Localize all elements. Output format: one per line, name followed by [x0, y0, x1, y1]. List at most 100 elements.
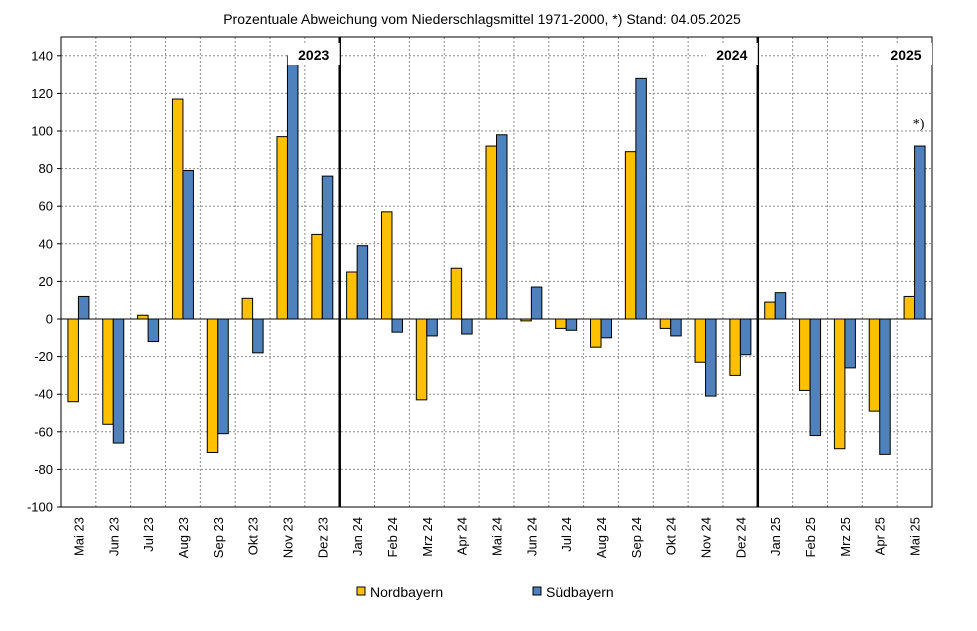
bar-suedbayern-nov-23: [286, 55, 299, 320]
bar-suedbayern-aug-24: [600, 318, 613, 339]
bar-suedbayern-apr-25: [879, 318, 891, 455]
bar-suedbayern-nov-24: [705, 318, 717, 397]
y-tick-label: -20: [34, 349, 53, 364]
bar-suedbayern-jan-24: [356, 245, 369, 320]
bar-suedbayern-okt-23: [252, 318, 264, 354]
x-tick-label: Jul 23: [141, 517, 156, 552]
bar-suedbayern-mai-25: [914, 145, 926, 320]
bar-suedbayern-sep-24: [635, 77, 647, 320]
bar-nordbayern-mai-23: [67, 318, 79, 403]
bar-nordbayern-aug-23: [171, 98, 184, 320]
x-tick-label: Nov 23: [280, 517, 295, 558]
y-tick-label: 140: [31, 48, 53, 63]
bar-suedbayern-mrz-24: [426, 318, 438, 337]
legend: Nordbayern Südbayern: [356, 584, 614, 600]
bar-suedbayern-feb-24: [391, 318, 403, 333]
y-tick-label: 80: [39, 161, 53, 176]
bar-nordbayern-dez-23: [311, 233, 323, 320]
bar-suedbayern-mai-24: [496, 134, 508, 320]
y-tick-label: -80: [34, 462, 53, 477]
bar-suedbayern-mrz-25: [844, 318, 856, 369]
bar-suedbayern-sep-23: [217, 318, 229, 435]
axes-layer: [57, 36, 933, 508]
year-label-bg: [287, 43, 340, 65]
bar-suedbayern-aug-23: [182, 169, 194, 320]
x-tick-label: Apr 24: [455, 517, 470, 555]
x-tick-label: Jan 25: [768, 517, 783, 556]
plot-border: [60, 36, 933, 508]
bar-suedbayern-jun-24: [530, 286, 543, 320]
y-tick-label: 0: [46, 312, 53, 327]
legend-swatch-suedbayern: [532, 586, 542, 596]
y-tick-labels: -100 -80 -60 -40 -20 0 20 40 60 80 100 120 140: [27, 48, 53, 514]
y-tick-label: -100: [27, 500, 53, 515]
x-tick-label: Mrz 25: [838, 517, 853, 557]
x-tick-label: Jun 24: [524, 517, 539, 556]
bar-nordbayern-feb-24: [380, 211, 393, 320]
bar-nordbayern-mrz-24: [415, 318, 428, 401]
bar-nordbayern-jun-23: [102, 318, 114, 425]
x-tick-label: Okt 23: [246, 517, 261, 555]
x-tick-label: Nov 24: [699, 517, 714, 558]
bar-nordbayern-jul-23: [137, 314, 149, 320]
x-tick-label: Apr 25: [873, 517, 888, 555]
x-tick-label: Jun 23: [106, 517, 121, 556]
bar-nordbayern-jan-25: [764, 301, 776, 320]
x-tick-label: Dez 24: [733, 517, 748, 558]
year-label-bg: [880, 43, 932, 65]
bar-suedbayern-dez-23: [321, 175, 334, 320]
x-tick-label: Jan 24: [350, 517, 365, 556]
bar-nordbayern-sep-23: [206, 318, 219, 453]
y-tick-label: 120: [31, 86, 53, 101]
x-tick-label: Jul 24: [559, 517, 574, 552]
bar-suedbayern-jun-23: [112, 318, 125, 444]
chart-title: Prozentuale Abweichung vom Niederschlags…: [223, 11, 741, 27]
bar-suedbayern-jul-23: [147, 318, 160, 343]
x-tick-label: Mai 25: [908, 517, 923, 556]
bar-nordbayern-sep-24: [624, 151, 637, 320]
bar-suedbayern-feb-25: [809, 318, 822, 437]
bar-suedbayern-okt-24: [670, 318, 682, 337]
bar-nordbayern-dez-24: [729, 318, 741, 376]
y-tick-label: 40: [39, 236, 53, 251]
legend-label-suedbayern: Südbayern: [546, 584, 614, 600]
bar-suedbayern-jan-25: [774, 292, 787, 320]
x-tick-labels: Mai 23 Jun 23 Jul 23 Aug 23 Sep 23 Okt 23 Nov …: [71, 517, 922, 558]
bar-suedbayern-jul-24: [565, 318, 578, 331]
bar-suedbayern-mai-23: [77, 295, 90, 320]
year-label-2023: 2023: [298, 47, 329, 63]
year-label-2024: 2024: [716, 47, 747, 63]
bar-nordbayern-aug-24: [590, 318, 602, 348]
bar-nordbayern-jan-24: [346, 271, 358, 320]
year-label-bg: [705, 43, 758, 65]
bar-nordbayern-nov-23: [276, 136, 288, 320]
x-tick-label: Mai 24: [490, 517, 505, 556]
x-tick-label: Sep 23: [211, 517, 226, 558]
x-tick-label: Aug 23: [176, 517, 191, 558]
bar-nordbayern-mai-24: [485, 145, 497, 320]
legend-label-nordbayern: Nordbayern: [370, 584, 443, 600]
bar-suedbayern-apr-24: [461, 318, 473, 335]
legend-swatch-nordbayern: [356, 586, 366, 596]
bar-nordbayern-okt-23: [241, 297, 254, 320]
y-tick-label: -60: [34, 424, 53, 439]
x-tick-label: Mai 23: [71, 517, 86, 556]
bar-nordbayern-nov-24: [694, 318, 707, 363]
bar-nordbayern-mrz-25: [833, 318, 846, 450]
y-tick-label: 100: [31, 124, 53, 139]
x-tick-label: Sep 24: [629, 517, 644, 558]
bar-nordbayern-feb-25: [799, 318, 811, 391]
x-tick-label: Feb 24: [385, 517, 400, 557]
bar-nordbayern-okt-24: [659, 318, 672, 329]
x-tick-label: Aug 24: [594, 517, 609, 558]
annotation-asterisk: *): [913, 117, 925, 132]
year-label-2025: 2025: [890, 47, 921, 63]
bar-suedbayern-dez-24: [739, 318, 752, 356]
y-tick-label: 60: [39, 199, 53, 214]
x-tick-label: Dez 23: [315, 517, 330, 558]
x-tick-label: Feb 25: [803, 517, 818, 557]
bar-nordbayern-mai-25: [903, 295, 916, 320]
bars-layer: [67, 55, 926, 455]
year-labels: 2023 2024 2025: [287, 43, 932, 65]
